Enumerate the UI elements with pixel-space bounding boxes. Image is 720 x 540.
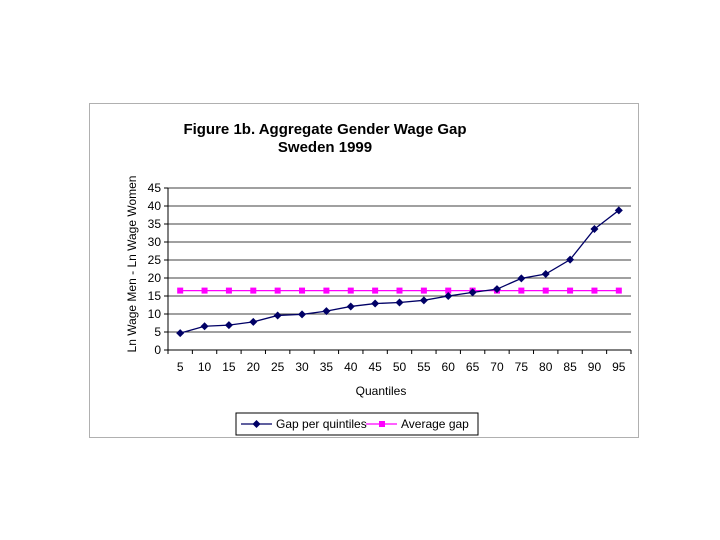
average-point <box>542 287 549 294</box>
gap-point <box>371 299 380 308</box>
x-tick-label: 75 <box>515 360 529 374</box>
average-point <box>177 287 184 294</box>
average-point <box>615 287 622 294</box>
x-tick-label: 5 <box>177 360 184 374</box>
legend: Gap per quintiles Average gap <box>235 412 479 436</box>
y-tick-label: 5 <box>154 325 161 339</box>
gap-point <box>614 206 623 215</box>
x-tick-label: 65 <box>466 360 480 374</box>
gap-point <box>273 311 282 320</box>
x-tick-label: 90 <box>588 360 602 374</box>
x-tick-label: 85 <box>563 360 577 374</box>
x-tick-label: 10 <box>198 360 212 374</box>
average-point <box>323 287 330 294</box>
y-tick-label: 40 <box>148 199 162 213</box>
y-axis-label: Ln Wage Men - Ln Wage Women <box>125 176 139 353</box>
average-point <box>420 287 427 294</box>
gap-point <box>566 255 575 264</box>
gap-point <box>541 270 550 279</box>
y-tick-label: 25 <box>148 253 162 267</box>
gap-point <box>492 285 501 294</box>
legend-box <box>235 412 479 436</box>
gridlines <box>168 187 631 333</box>
x-tick-label: 15 <box>222 360 236 374</box>
gap-point <box>468 288 477 297</box>
chart-title: Figure 1b. Aggregate Gender Wage Gap <box>183 121 466 138</box>
average-point <box>347 287 354 294</box>
gap-point <box>176 329 185 338</box>
gap-point <box>200 322 209 331</box>
gap-point <box>346 302 355 311</box>
average-point <box>567 287 574 294</box>
average-point <box>445 287 452 294</box>
series-layer <box>176 206 623 338</box>
average-point <box>591 287 598 294</box>
gap-point <box>298 310 307 319</box>
y-tick-label: 45 <box>148 181 162 195</box>
gap-point <box>249 317 258 326</box>
y-tick-label: 30 <box>148 235 162 249</box>
x-tick-label: 95 <box>612 360 626 374</box>
average-point <box>201 287 208 294</box>
x-tick-label: 50 <box>393 360 407 374</box>
y-tick-label: 10 <box>148 307 162 321</box>
average-point <box>299 287 306 294</box>
x-tick-label: 80 <box>539 360 553 374</box>
x-tick-label: 40 <box>344 360 358 374</box>
legend-marker-average <box>379 421 385 427</box>
gap-point <box>224 321 233 330</box>
chart-subtitle: Sweden 1999 <box>278 139 372 156</box>
gap-point <box>322 307 331 316</box>
y-tick-label: 20 <box>148 271 162 285</box>
x-tick-label: 35 <box>320 360 334 374</box>
x-tick-label: 45 <box>368 360 382 374</box>
y-tick-label: 15 <box>148 289 162 303</box>
gap-point <box>419 296 428 305</box>
legend-marker-gap <box>252 420 261 428</box>
x-tick-label: 20 <box>247 360 261 374</box>
x-tick-label: 55 <box>417 360 431 374</box>
x-tick-label: 25 <box>271 360 285 374</box>
x-tick-label: 30 <box>295 360 309 374</box>
x-axis-label: Quantiles <box>356 384 407 398</box>
gap-point <box>395 298 404 307</box>
average-point <box>518 287 525 294</box>
axes: 0 5 10 15 20 25 30 35 40 45 5 10 15 20 25 30 35 40 45 50 55 6… <box>148 181 632 374</box>
gap-point <box>590 225 599 234</box>
chart-area: Figure 1b. Aggregate Gender Wage Gap Swe… <box>89 103 639 438</box>
average-point <box>396 287 403 294</box>
legend-label-average: Average gap <box>401 417 469 431</box>
series-line-gap <box>180 209 620 334</box>
average-point <box>372 287 379 294</box>
y-tick-label: 35 <box>148 217 162 231</box>
gap-point <box>517 274 526 283</box>
y-tick-label: 0 <box>154 343 161 357</box>
average-point <box>274 287 281 294</box>
chart-svg: Figure 1b. Aggregate Gender Wage Gap Swe… <box>125 121 632 436</box>
gap-point <box>444 292 453 300</box>
x-tick-label: 60 <box>442 360 456 374</box>
x-tick-label: 70 <box>490 360 504 374</box>
legend-label-gap: Gap per quintiles <box>276 417 367 431</box>
average-point <box>250 287 257 294</box>
average-point <box>225 287 232 294</box>
